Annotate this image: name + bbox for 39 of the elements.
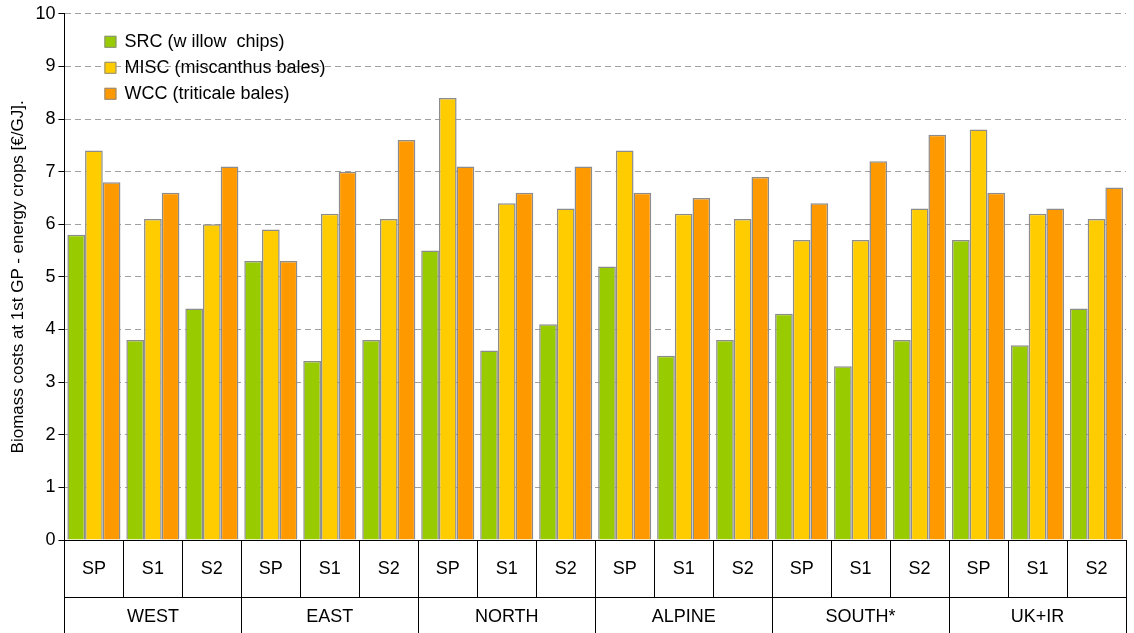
y-tick-label: 1 xyxy=(45,476,56,497)
legend-label: MISC (miscanthus bales) xyxy=(124,56,326,77)
y-tick-label: 3 xyxy=(45,371,56,392)
x-tick-label: S1 xyxy=(141,557,164,578)
x-tick-label: S1 xyxy=(318,557,341,578)
y-tick-label: 7 xyxy=(45,160,56,181)
text: EAST xyxy=(306,605,354,626)
text: ALPINE xyxy=(651,605,716,626)
x-tick-label: S2 xyxy=(200,557,223,578)
text: SOUTH* xyxy=(825,605,896,626)
y-tick-label: 5 xyxy=(45,265,56,286)
text: NORTH xyxy=(474,605,539,626)
y-axis-title: Biomass costs at 1st GP - energy crops [€/GJ]. xyxy=(7,100,27,454)
legend-label: WCC (triticale bales) xyxy=(124,82,290,103)
x-tick-label: SP xyxy=(258,557,283,578)
legend-label: SRC (w illow chips) xyxy=(124,30,285,51)
y-tick-label: 2 xyxy=(45,423,56,444)
y-tick-label: 0 xyxy=(45,528,56,549)
x-tick-label: S2 xyxy=(908,557,931,578)
x-tick-label: S2 xyxy=(554,557,577,578)
x-tick-label: S1 xyxy=(1026,557,1049,578)
y-tick-label: 6 xyxy=(45,213,56,234)
x-tick-label: SP xyxy=(966,557,991,578)
y-tick-label: 8 xyxy=(45,108,56,129)
x-tick-label: S1 xyxy=(495,557,518,578)
x-tick-label: SP xyxy=(435,557,460,578)
x-tick-label: SP xyxy=(789,557,814,578)
x-tick-label: S2 xyxy=(731,557,754,578)
y-tick-label: 4 xyxy=(45,318,56,339)
x-tick-label: S2 xyxy=(377,557,400,578)
x-tick-label: SP xyxy=(81,557,106,578)
x-tick-label: SP xyxy=(612,557,637,578)
x-tick-label: S1 xyxy=(672,557,695,578)
y-tick-label: 10 xyxy=(35,2,56,23)
x-tick-label: S1 xyxy=(849,557,872,578)
text: UK+IR xyxy=(1010,605,1065,626)
text: WEST xyxy=(126,605,179,626)
x-tick-label: S2 xyxy=(1085,557,1108,578)
y-tick-label: 9 xyxy=(45,55,56,76)
